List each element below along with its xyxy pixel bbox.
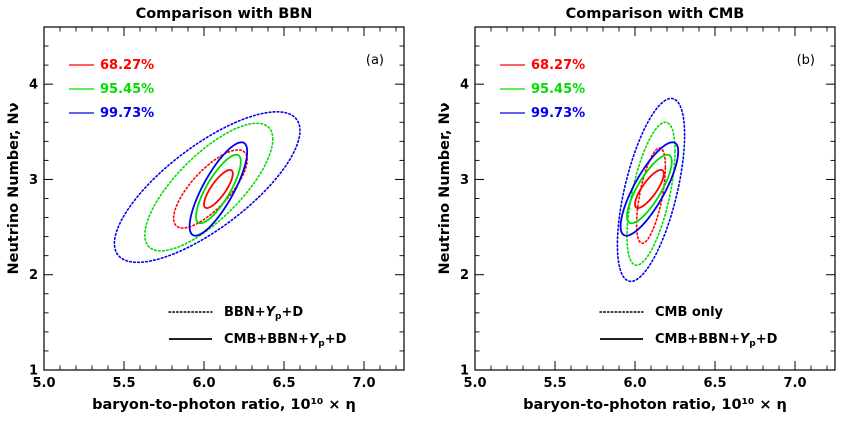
y-tick-label: 4 bbox=[29, 78, 38, 93]
panel-label: (a) bbox=[366, 53, 384, 68]
x-tick-label: 6.0 bbox=[192, 376, 215, 391]
legend-level-label: 99.73% bbox=[531, 106, 585, 121]
legend-style-label: CMB only bbox=[655, 305, 724, 320]
series-dotted bbox=[113, 110, 301, 264]
chart-title: Comparison with CMB bbox=[566, 6, 745, 22]
y-tick-label: 2 bbox=[29, 268, 38, 283]
series-solid bbox=[188, 141, 249, 237]
contour-95-45pct-dotted bbox=[626, 121, 676, 266]
x-tick-label: 7.0 bbox=[783, 376, 806, 391]
y-tick-label: 3 bbox=[29, 173, 38, 188]
contour-68-27pct-solid bbox=[634, 169, 665, 209]
legend-level-label: 68.27% bbox=[531, 58, 585, 73]
y-tick-label: 2 bbox=[460, 268, 469, 283]
panel-a: Comparison with BBN 5.0 5.5 6.0 6.5 7.0 1 2 3 4 ba… bbox=[6, 6, 405, 413]
x-tick-label: 5.5 bbox=[543, 376, 566, 391]
contour-95-45pct-solid bbox=[195, 153, 242, 225]
contour-99-73pct-dotted bbox=[616, 97, 686, 283]
contour-95-45pct-solid bbox=[626, 153, 673, 225]
panel-b: Comparison with CMB 5.0 5.5 6.0 6.5 7.0 1 2 3 4 ba… bbox=[437, 6, 836, 413]
legend-style-label: CMB+BBN+Yp+D bbox=[655, 332, 778, 349]
legend-level-label: 95.45% bbox=[531, 82, 585, 97]
y-tick-label: 4 bbox=[460, 78, 469, 93]
series-solid bbox=[619, 141, 680, 237]
legend-level-label: 99.73% bbox=[100, 106, 154, 121]
x-tick-label: 7.0 bbox=[352, 376, 375, 391]
contour-99-73pct-dotted bbox=[113, 110, 301, 264]
y-tick-label: 1 bbox=[460, 364, 469, 379]
contour-68-27pct-dotted bbox=[635, 147, 667, 245]
x-tick-label: 5.0 bbox=[32, 376, 55, 391]
legend-level-label: 95.45% bbox=[100, 82, 154, 97]
panel-label: (b) bbox=[797, 53, 815, 68]
chart-title: Comparison with BBN bbox=[136, 6, 313, 22]
contour-68-27pct-dotted bbox=[172, 149, 249, 229]
contour-95-45pct-dotted bbox=[143, 122, 274, 252]
y-axis-label: Neutrino Number, Nν bbox=[437, 102, 453, 274]
y-axis-label: Neutrino Number, Nν bbox=[6, 102, 22, 274]
contour-68-27pct-solid bbox=[203, 169, 234, 209]
x-axis-label: baryon-to-photon ratio, 10¹⁰ × η bbox=[523, 397, 787, 413]
x-tick-label: 5.5 bbox=[112, 376, 135, 391]
x-tick-label: 5.0 bbox=[463, 376, 486, 391]
x-tick-label: 6.5 bbox=[703, 376, 726, 391]
legend-level-label: 68.27% bbox=[100, 58, 154, 73]
x-tick-label: 6.5 bbox=[272, 376, 295, 391]
contour-99-73pct-solid bbox=[188, 141, 249, 237]
y-tick-label: 3 bbox=[460, 173, 469, 188]
x-tick-label: 6.0 bbox=[623, 376, 646, 391]
x-axis-label: baryon-to-photon ratio, 10¹⁰ × η bbox=[92, 397, 356, 413]
contour-99-73pct-solid bbox=[619, 141, 680, 237]
legend-style-label: BBN+Yp+D bbox=[224, 305, 303, 322]
y-tick-label: 1 bbox=[29, 364, 38, 379]
series-dotted bbox=[616, 97, 686, 283]
legend-style-label: CMB+BBN+Yp+D bbox=[224, 332, 347, 349]
